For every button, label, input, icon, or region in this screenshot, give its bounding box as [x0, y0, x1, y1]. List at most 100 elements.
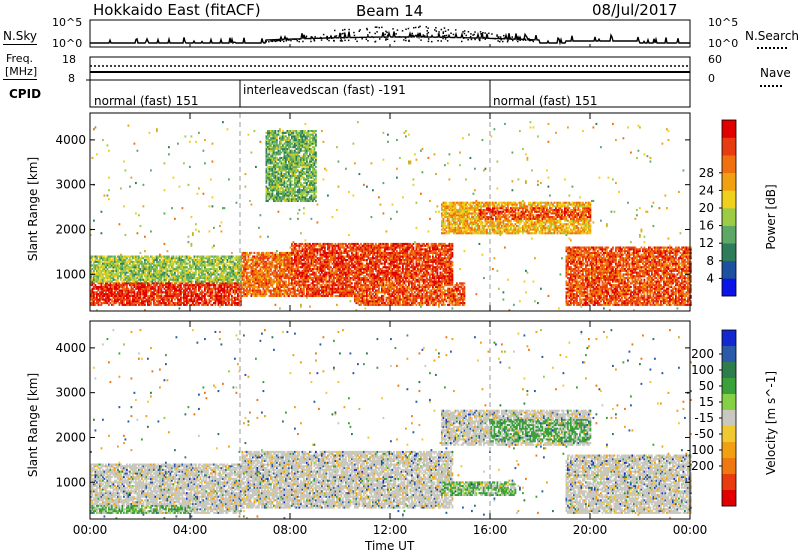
power-cell [207, 275, 209, 278]
power-cell [198, 255, 200, 258]
power-cell [108, 260, 110, 263]
power-cell [216, 280, 218, 283]
power-cell [195, 293, 197, 296]
power-cell [280, 291, 283, 294]
power-cell [157, 287, 160, 290]
power-cell [271, 183, 274, 186]
nsky-point [405, 39, 407, 42]
power-cell [160, 303, 163, 306]
power-cell [181, 287, 184, 290]
power-cell [166, 259, 169, 262]
power-cell [279, 139, 281, 142]
power-cell [160, 262, 163, 265]
power-cell [169, 273, 172, 276]
power-cell [121, 269, 124, 272]
power-cell [159, 259, 161, 262]
power-cell [270, 189, 272, 192]
power-cell [220, 269, 223, 272]
power-cell [201, 260, 203, 263]
power-cell [277, 171, 280, 174]
power-cell [117, 269, 119, 272]
power-cell [114, 285, 116, 288]
nsky-point [403, 39, 405, 41]
power-cell [163, 268, 166, 271]
power-cell [159, 278, 161, 281]
power-cell [202, 255, 205, 258]
power-cell [91, 291, 94, 294]
power-cell [168, 294, 170, 297]
power-cell [265, 135, 268, 138]
power-cell [219, 291, 221, 294]
power-cell [133, 257, 136, 260]
power-cell [165, 277, 167, 280]
power-cell [159, 273, 161, 276]
power-cell [114, 273, 116, 276]
power-cell [129, 300, 131, 303]
power-cell [253, 294, 256, 297]
power-cell [246, 287, 248, 290]
power-cell [189, 285, 191, 288]
power-cell [213, 244, 215, 247]
power-cell [259, 268, 262, 271]
power-cell [238, 275, 241, 278]
power-cell [220, 260, 223, 263]
power-cell [256, 255, 259, 258]
power-cell [231, 284, 233, 287]
power-cell [156, 264, 158, 267]
power-cell [283, 178, 286, 181]
power-cell [210, 300, 212, 303]
power-cell [231, 260, 233, 263]
power-cell [276, 280, 278, 283]
power-cell [136, 300, 139, 303]
power-cell [135, 271, 137, 274]
power-cell [262, 289, 265, 292]
power-cell [279, 180, 281, 183]
nsky-line [90, 30, 690, 46]
power-cell [267, 139, 269, 142]
power-cell [274, 140, 277, 143]
power-cell [90, 282, 92, 285]
power-cell [276, 291, 278, 294]
power-cell [183, 280, 185, 283]
power-cell [214, 278, 217, 281]
power-cell [147, 285, 149, 288]
power-cell [304, 122, 307, 125]
power-cell [201, 294, 203, 297]
power-cell [145, 291, 148, 294]
power-cell [175, 294, 178, 297]
power-cell [187, 183, 190, 186]
nsky-point [343, 32, 345, 35]
power-cell [148, 260, 151, 263]
power-cell [90, 284, 92, 287]
power-cell [141, 273, 143, 276]
power-cell [112, 262, 115, 265]
power-cell [231, 296, 233, 299]
power-cell [205, 264, 208, 267]
power-cell [207, 291, 209, 294]
power-cell [211, 296, 214, 299]
power-cell [199, 277, 202, 280]
power-cell [202, 262, 205, 265]
power-cell [109, 259, 112, 262]
power-cell [258, 289, 260, 292]
power-cell [309, 167, 311, 170]
power-cell [277, 158, 280, 161]
power-cell [192, 285, 194, 288]
power-cell [109, 302, 112, 305]
power-cell [228, 278, 230, 281]
power-cell [160, 287, 163, 290]
power-cell [268, 139, 271, 142]
power-cell [177, 293, 179, 296]
power-cell [225, 255, 227, 258]
power-cell [99, 282, 101, 285]
power-cell [193, 287, 196, 290]
power-cell [283, 271, 286, 274]
nsky-point [374, 41, 376, 43]
power-cell [216, 287, 218, 290]
power-cell [301, 294, 304, 297]
power-cell [130, 264, 133, 267]
power-cell [135, 255, 137, 258]
power-cell [112, 282, 115, 285]
power-cell [211, 294, 214, 297]
power-cell [313, 285, 316, 288]
